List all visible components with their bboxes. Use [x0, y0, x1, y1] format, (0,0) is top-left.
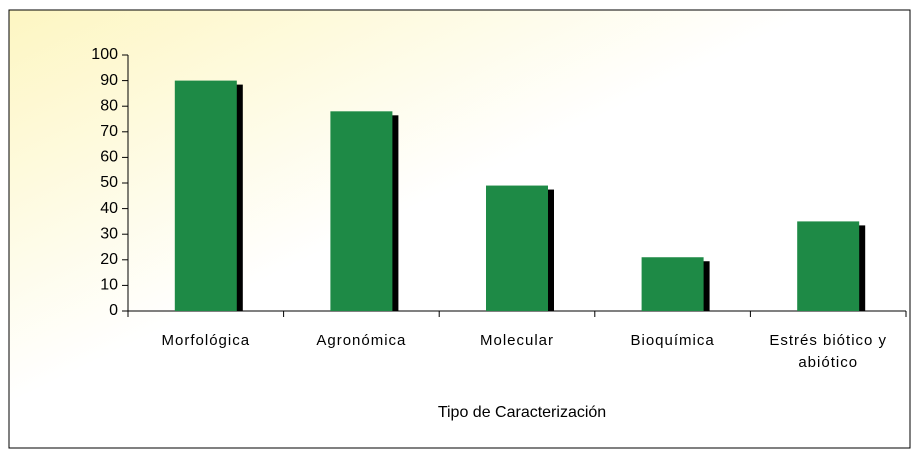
- x-tick-label: Bioquímica: [630, 332, 715, 349]
- y-tick-label: 20: [100, 251, 118, 268]
- bar: [174, 80, 237, 311]
- bar: [330, 111, 393, 311]
- bar: [641, 257, 704, 311]
- y-tick-label: 30: [100, 225, 118, 242]
- x-tick-label: Morfológica: [161, 332, 251, 349]
- y-tick-label: 70: [100, 123, 118, 140]
- x-axis-title: Tipo de Caracterización: [438, 404, 606, 421]
- y-tick-label: 50: [100, 174, 118, 191]
- bar: [797, 221, 860, 311]
- y-tick-label: 60: [100, 149, 118, 166]
- x-tick-label: Molecular: [479, 332, 555, 349]
- y-tick-label: 90: [100, 72, 118, 89]
- x-tick-label: Agronómica: [316, 332, 407, 349]
- chart-frame: [8, 9, 911, 449]
- y-tick-label: 100: [91, 46, 118, 63]
- x-tick-label: Estrés biótico y abiótico: [769, 332, 888, 371]
- bar: [486, 185, 548, 311]
- y-tick-label: 0: [109, 302, 118, 319]
- y-tick-label: 80: [100, 97, 118, 114]
- y-tick-label: 40: [100, 200, 118, 217]
- y-tick-label: 10: [100, 277, 118, 294]
